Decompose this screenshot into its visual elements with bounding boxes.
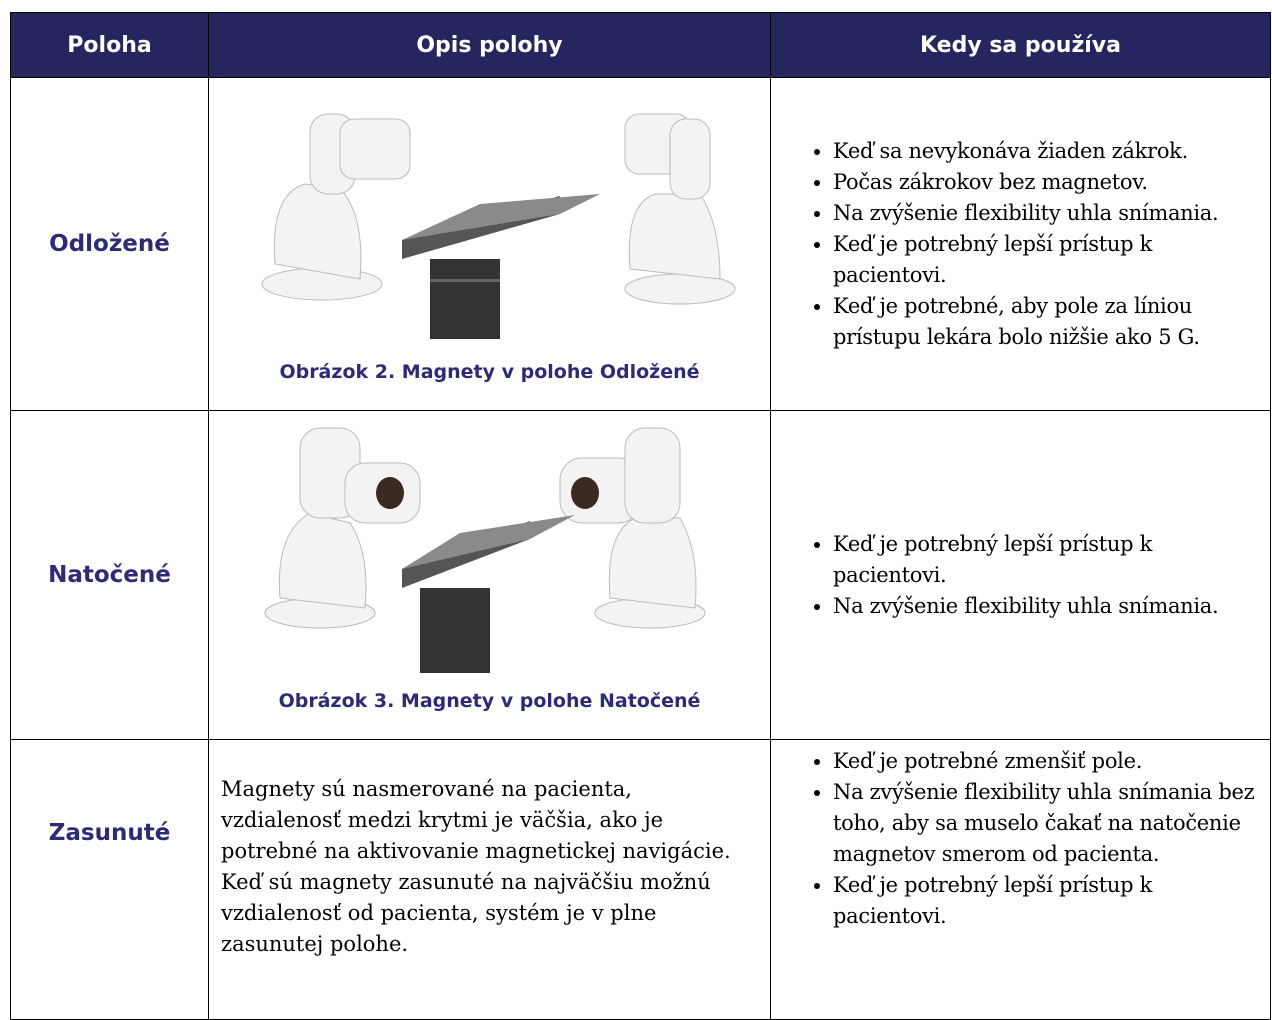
header-cell: Kedy sa používa <box>770 12 1271 78</box>
use-item: Na zvýšenie flexibility uhla snímania. <box>833 591 1260 622</box>
use-item: Keď je potrebné, aby pole za líniou prís… <box>833 291 1260 353</box>
positions-table: Poloha Opis polohy Kedy sa používa Odlož… <box>10 12 1271 1020</box>
figure-caption: Obrázok 2. Magnety v polohe Odložené <box>279 361 700 383</box>
uses-list: Keď je potrebný lepší prístup k paciento… <box>771 529 1270 622</box>
use-item: Počas zákrokov bez magnetov. <box>833 167 1260 198</box>
row: Natočené <box>10 410 1271 740</box>
figure-stowed <box>261 113 735 339</box>
uses-list: Keď sa nevykonáva žiaden zákrok.Počas zá… <box>771 136 1270 353</box>
figure-rotated <box>264 427 705 673</box>
use-item: Keď je potrebný lepší prístup k paciento… <box>833 529 1260 591</box>
table-body: Odložené <box>10 77 1271 1020</box>
header-cell: Poloha <box>10 12 209 78</box>
figure-caption: Obrázok 3. Magnety v polohe Natočené <box>278 690 701 712</box>
use-item: Keď je potrebný lepší prístup k paciento… <box>833 229 1260 291</box>
row: Zasunuté Magnety sú nasmerované na pacie… <box>10 739 1271 1020</box>
position-cell: Natočené <box>10 410 209 740</box>
row: Odložené <box>10 77 1271 411</box>
position-cell: Odložené <box>10 77 209 411</box>
position-cell: Zasunuté <box>10 739 209 1020</box>
use-item: Na zvýšenie flexibility uhla snímania. <box>833 198 1260 229</box>
header-cell: Opis polohy <box>208 12 771 78</box>
description-cell: Magnety sú nasmerované na pacienta, vzdi… <box>208 739 771 1020</box>
use-item: Keď je potrebný lepší prístup k paciento… <box>833 870 1260 932</box>
use-item: Keď sa nevykonáva žiaden zákrok. <box>833 136 1260 167</box>
uses-cell: Keď je potrebné zmenšiť pole.Na zvýšenie… <box>770 739 1271 1020</box>
image-cell: Obrázok 3. Magnety v polohe Natočené <box>208 410 771 740</box>
header-row: Poloha Opis polohy Kedy sa používa <box>10 12 1271 78</box>
uses-list: Keď je potrebné zmenšiť pole.Na zvýšenie… <box>771 746 1270 932</box>
use-item: Na zvýšenie flexibility uhla snímania be… <box>833 777 1260 870</box>
use-item: Keď je potrebné zmenšiť pole. <box>833 746 1260 777</box>
uses-cell: Keď sa nevykonáva žiaden zákrok.Počas zá… <box>770 77 1271 411</box>
image-cell: Obrázok 2. Magnety v polohe Odložené <box>208 77 771 411</box>
uses-cell: Keď je potrebný lepší prístup k paciento… <box>770 410 1271 740</box>
